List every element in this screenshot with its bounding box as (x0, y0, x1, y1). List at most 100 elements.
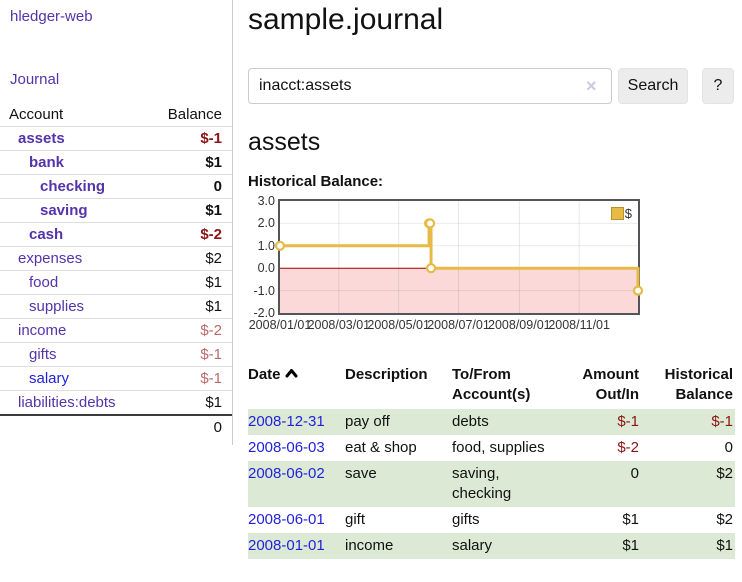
account-link-checking[interactable]: checking (40, 178, 106, 195)
transaction-amount: $-2 (617, 439, 639, 456)
account-row: bank $1 (0, 150, 232, 175)
transaction-description: gift (345, 511, 366, 528)
register-row: 2008-06-03 eat & shop food, supplies $-2 0 (248, 435, 735, 461)
page-title: sample.journal (248, 3, 444, 36)
transaction-balance: $2 (641, 461, 735, 507)
account-row: gifts $-1 (0, 342, 232, 367)
register-table: Date Description To/From Account(s) Amou… (248, 363, 735, 559)
accounts-table: Account Balance assets $-1 bank $1 checking 0… (0, 103, 232, 439)
account-row: supplies $1 (0, 294, 232, 319)
transaction-description: eat & shop (345, 439, 417, 456)
account-row: expenses $2 (0, 246, 232, 271)
account-balance: 0 (149, 174, 232, 199)
account-row: food $1 (0, 270, 232, 295)
account-balance: $-1 (149, 342, 232, 367)
chart-legend: $ (610, 206, 632, 221)
search-button[interactable]: Search (618, 68, 688, 104)
accounts-header-account: Account (9, 106, 64, 123)
transaction-amount: $1 (555, 533, 641, 559)
transaction-amount: $1 (622, 511, 639, 528)
transaction-description: save (345, 461, 452, 507)
nav-journal-link[interactable]: Journal (10, 71, 60, 88)
transaction-accounts: salary (452, 533, 555, 559)
account-heading: assets (248, 128, 321, 156)
register-row: 2008-06-02 save saving, checking 0 $2 (248, 461, 735, 507)
accounts-header-row: Account Balance (0, 103, 232, 127)
transaction-date-link[interactable]: 2008-06-03 (248, 439, 325, 456)
account-link-cash[interactable]: cash (29, 226, 64, 243)
legend-label: $ (624, 206, 632, 221)
accounts-header-balance: Balance (167, 106, 222, 123)
account-balance: $-2 (149, 222, 232, 247)
account-link-salary[interactable]: salary (29, 370, 70, 387)
sort-ascending-icon (285, 369, 298, 378)
search-form: × Search ? (248, 68, 735, 105)
register-row: 2008-06-01 gift gifts $1 $2 (248, 507, 735, 533)
chart-title: Historical Balance: (248, 173, 384, 190)
account-balance: $-1 (149, 366, 232, 391)
account-link-saving[interactable]: saving (40, 202, 88, 219)
account-row: salary $-1 (0, 366, 232, 391)
main-content: sample.journal × Search ? assets Histori… (248, 0, 735, 559)
search-input[interactable] (248, 68, 612, 104)
account-balance: $1 (149, 150, 232, 175)
x-axis-tick-label: 2008/03/01 (307, 318, 371, 332)
account-link-income[interactable]: income (18, 322, 67, 339)
transaction-description: income (345, 533, 452, 559)
transaction-balance: 0 (724, 439, 733, 456)
x-axis-tick-label: 2008/01/01 (248, 318, 312, 332)
historical-balance-chart: $ 3.0 2.0 1.0 0.0 -1.0 -2.0 2008/01/01 2008/03/… (248, 194, 735, 336)
register-header-row: Date Description To/From Account(s) Amou… (248, 363, 735, 409)
account-link-food[interactable]: food (29, 274, 59, 291)
transaction-date-link[interactable]: 2008-06-02 (248, 465, 325, 482)
transaction-date-link[interactable]: 2008-12-31 (248, 413, 325, 430)
register-header-accounts: To/From Account(s) (452, 366, 531, 403)
transaction-description: pay off (345, 409, 452, 435)
clear-search-icon[interactable]: × (586, 76, 597, 96)
transaction-amount: 0 (555, 461, 641, 507)
account-row: liabilities:debts $1 (0, 390, 232, 415)
account-balance: $1 (149, 270, 232, 295)
x-axis-tick-label: 2008/07/01 (427, 318, 490, 332)
account-balance: $1 (149, 198, 232, 223)
y-axis-tick-label: -2.0 (253, 306, 275, 320)
account-link-expenses[interactable]: expenses (18, 250, 83, 267)
chart-plot-area: $ (274, 199, 644, 315)
account-row: assets $-1 (0, 126, 232, 151)
transaction-accounts: food, supplies (452, 439, 545, 456)
app-brand-link[interactable]: hledger-web (10, 8, 93, 25)
account-balance: $-2 (149, 318, 232, 343)
accounts-total-value: 0 (0, 414, 232, 439)
register-header-balance: Historical Balance (664, 366, 733, 403)
account-row: saving $1 (0, 198, 232, 223)
transaction-accounts: gifts (452, 511, 480, 528)
transaction-accounts: saving, checking (452, 461, 555, 507)
accounts-total-row: 0 (0, 414, 232, 439)
transaction-accounts: debts (452, 409, 555, 435)
register-header-description: Description (345, 366, 428, 383)
y-axis-tick-label: 0.0 (257, 261, 275, 276)
x-axis-tick-label: 2008/09/01 (488, 318, 551, 332)
y-axis-tick-label: 3.0 (257, 194, 275, 208)
account-link-liabilities-debts[interactable]: liabilities:debts (18, 394, 116, 411)
transaction-balance: $-1 (641, 409, 735, 435)
transaction-amount: $-1 (555, 409, 641, 435)
chart-canvas (274, 201, 644, 313)
transaction-date-link[interactable]: 2008-01-01 (248, 537, 325, 554)
account-row: income $-2 (0, 318, 232, 343)
account-link-bank[interactable]: bank (29, 154, 65, 171)
account-balance: $1 (149, 294, 232, 319)
register-row: 2008-01-01 income salary $1 $1 (248, 533, 735, 559)
account-link-supplies[interactable]: supplies (29, 298, 85, 315)
transaction-balance: $2 (716, 511, 733, 528)
x-axis-tick-label: 2008/11/01 (548, 318, 610, 332)
account-link-assets[interactable]: assets (18, 130, 65, 147)
transaction-date-link[interactable]: 2008-06-01 (248, 511, 325, 528)
sidebar: hledger-web Journal Account Balance asse… (0, 0, 233, 445)
register-row: 2008-12-31 pay off debts $-1 $-1 (248, 409, 735, 435)
account-link-gifts[interactable]: gifts (29, 346, 57, 363)
help-button[interactable]: ? (702, 68, 734, 104)
account-balance: $2 (149, 246, 232, 271)
register-header-date[interactable]: Date (248, 363, 345, 409)
y-axis-tick-label: -1.0 (253, 283, 275, 298)
